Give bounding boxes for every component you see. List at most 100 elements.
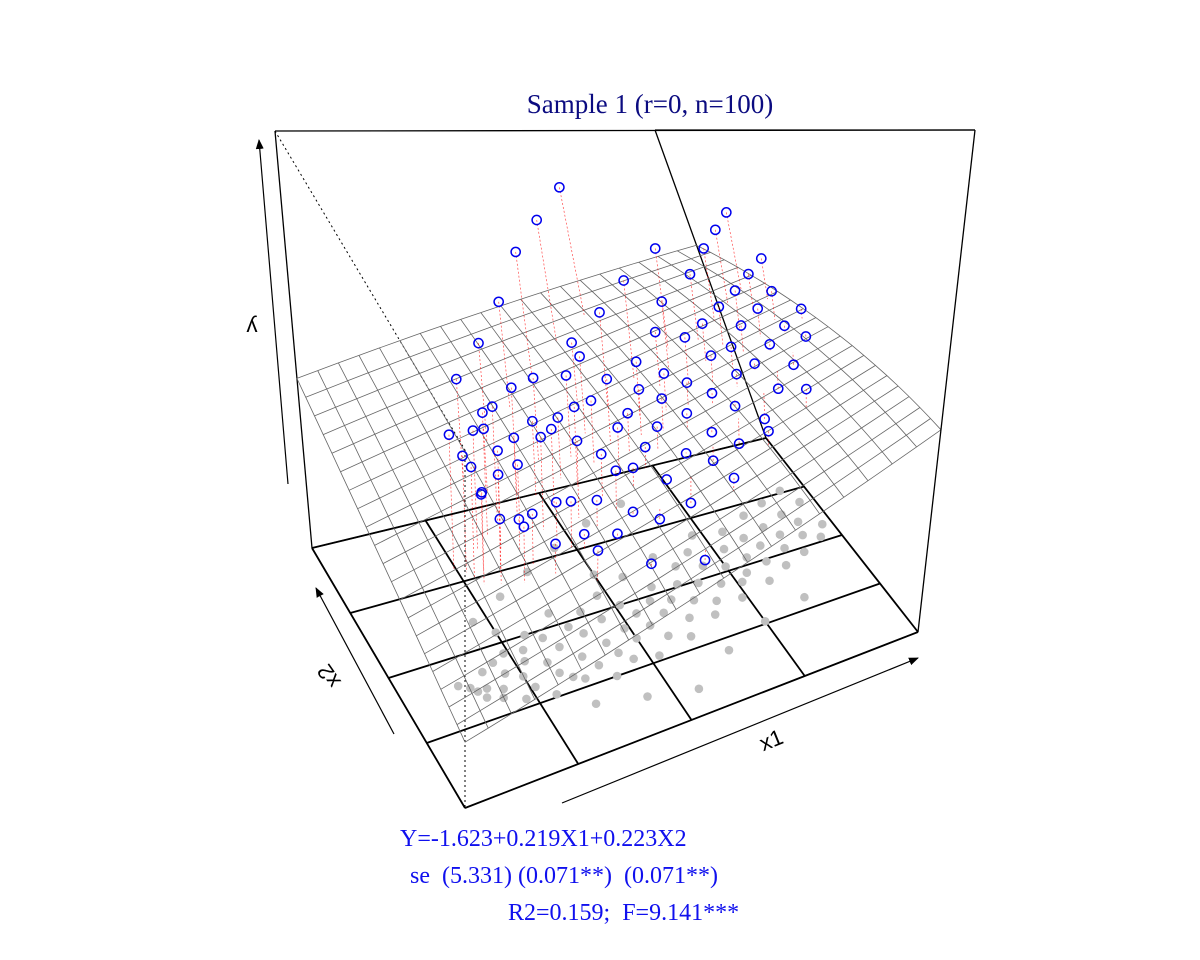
box-edge-hidden <box>274 130 466 451</box>
residual-line <box>748 273 755 315</box>
residual-line <box>663 373 667 411</box>
data-point <box>779 320 790 332</box>
residual-line <box>510 387 518 494</box>
plane-grid-line <box>696 244 942 431</box>
floor-projection-point <box>645 596 655 606</box>
residual-line <box>725 212 742 291</box>
floor-projection-point <box>781 560 791 570</box>
floor-projection-point <box>712 596 721 606</box>
floor-projection-point <box>499 684 508 694</box>
data-point <box>729 285 741 296</box>
data-point <box>684 268 696 280</box>
residual-line <box>498 301 511 407</box>
data-point <box>696 318 708 329</box>
residual-line <box>661 301 670 370</box>
floor-projection-point <box>466 683 475 693</box>
residual-line <box>661 398 664 431</box>
residual-line <box>517 464 521 530</box>
floor-projection-point <box>758 522 768 532</box>
data-point <box>627 506 639 518</box>
fit-statistics: R2=0.159; F=9.141*** <box>508 900 739 926</box>
plane-grid-line <box>419 333 606 656</box>
box-edge <box>654 129 767 439</box>
residual-line <box>536 219 557 342</box>
residual-line <box>472 430 478 549</box>
data-point <box>601 373 613 385</box>
data-point <box>568 401 580 413</box>
plane-grid-line <box>677 250 917 448</box>
floor-projection-point <box>724 645 734 655</box>
floor-projection-point <box>581 674 590 683</box>
data-point <box>578 528 590 540</box>
residual-line <box>714 229 729 306</box>
data-point <box>550 496 562 508</box>
data-point <box>513 514 525 525</box>
floor-projection-point <box>468 617 478 627</box>
plane-grid-line <box>358 355 536 700</box>
residual-line <box>599 312 609 407</box>
data-point <box>752 303 764 314</box>
data-point <box>681 408 693 419</box>
floor-projection-point <box>739 511 748 520</box>
residual-line <box>684 337 689 384</box>
plot-box-front-edges <box>311 129 976 809</box>
plane-grid-line <box>448 407 921 708</box>
data-point <box>443 429 455 441</box>
data-point <box>656 296 668 307</box>
data-point <box>627 462 639 474</box>
floor-projection-point <box>568 672 578 682</box>
data-point <box>595 448 607 460</box>
data-point <box>505 382 517 394</box>
floor-projection-point <box>591 699 601 709</box>
plane-grid-line <box>365 308 804 528</box>
data-point <box>492 469 504 480</box>
data-point <box>610 465 622 477</box>
floor-projection-point <box>762 557 771 566</box>
residual-line <box>738 418 740 444</box>
data-point <box>535 431 547 443</box>
floor-projection-point <box>775 530 785 539</box>
floor-projection-point <box>800 592 809 602</box>
data-point <box>618 275 629 286</box>
residual-line <box>462 455 467 573</box>
data-point <box>478 423 489 435</box>
data-point <box>681 377 693 388</box>
residual-line <box>532 377 539 462</box>
residual-line <box>480 494 484 572</box>
data-point <box>661 474 673 485</box>
floor-projection-point <box>742 568 752 578</box>
floor-projection-point <box>775 486 785 496</box>
residual-line <box>730 346 733 368</box>
residual-line <box>615 470 617 509</box>
data-point <box>699 554 711 566</box>
floor-projection-point <box>473 687 483 696</box>
data-point <box>467 425 479 436</box>
data-point <box>526 415 538 427</box>
floor-projection-point <box>742 553 752 562</box>
data-point <box>639 441 651 453</box>
floor-grid <box>311 437 919 809</box>
data-point <box>527 372 539 384</box>
residual-line <box>654 248 669 349</box>
plane-grid-line <box>317 370 489 729</box>
residual-line <box>573 406 578 486</box>
data-point <box>788 359 799 371</box>
plane-grid-line <box>657 256 893 465</box>
floor-projection-point <box>659 608 669 618</box>
data-point <box>735 320 747 331</box>
y-axis-label: x2 <box>312 660 346 693</box>
floor-projection-point <box>664 631 673 641</box>
data-point <box>749 358 760 369</box>
plot-box-back-edges <box>274 129 976 808</box>
plane-grid-line <box>374 317 816 546</box>
floor-projection-point <box>564 622 573 632</box>
floor-grid-line <box>388 534 843 679</box>
x1-axis-arrow <box>561 657 919 804</box>
residual-line <box>555 502 558 543</box>
residual-line <box>576 440 580 518</box>
plane-grid-line <box>638 261 869 481</box>
residual-line <box>559 187 585 317</box>
data-point <box>566 337 577 348</box>
residual-line <box>571 342 579 407</box>
data-point <box>720 207 732 218</box>
